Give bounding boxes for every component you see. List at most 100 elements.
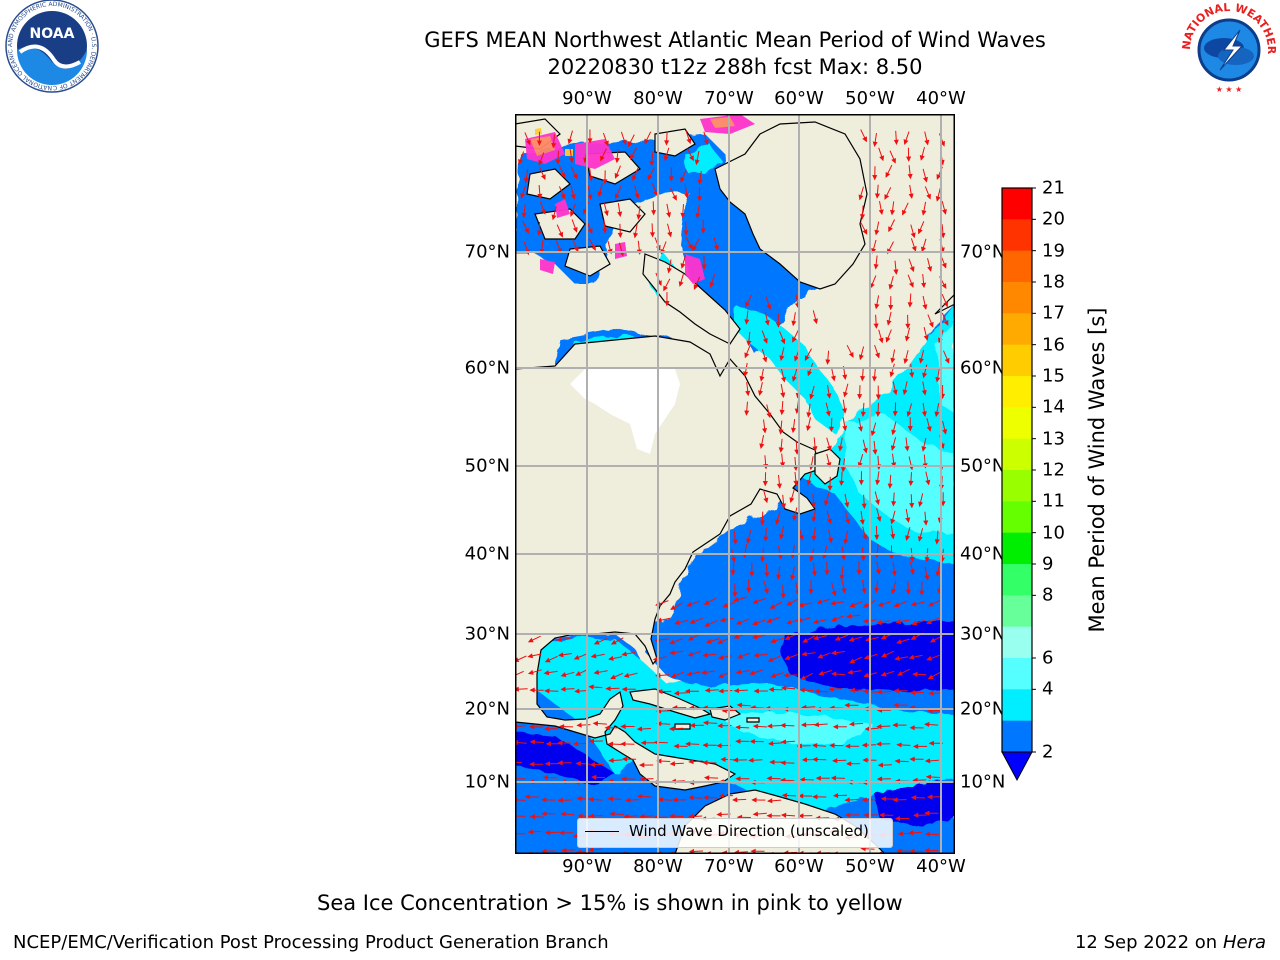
wave-direction-arrowhead (780, 739, 787, 745)
wave-direction-arrowhead (798, 534, 804, 541)
wave-direction-arrowhead (794, 449, 800, 455)
wave-direction-arrowhead (789, 497, 795, 504)
wave-direction-arrowhead (750, 848, 756, 854)
wave-direction-arrowhead (813, 722, 820, 728)
wave-direction-arrowhead (779, 355, 785, 362)
wave-direction-arrowhead (807, 370, 813, 377)
wave-direction-arrowhead (557, 760, 563, 766)
wave-direction-arrowhead (587, 194, 593, 201)
wave-direction-arrowhead (544, 657, 551, 663)
wave-direction-arrowhead (779, 462, 786, 468)
wave-direction-arrowhead (808, 589, 814, 595)
wave-direction-arrowhead (926, 426, 932, 432)
wave-direction-arrowhead (792, 515, 798, 522)
wave-direction-arrowhead (763, 536, 769, 542)
wave-direction-arrowhead (875, 479, 881, 486)
wave-direction-arrowhead (704, 621, 710, 627)
wave-direction-arrowhead (770, 638, 777, 644)
wave-direction-arrowhead (588, 684, 594, 690)
wave-direction-arrowhead (897, 670, 904, 676)
wave-direction-arrowhead (670, 605, 676, 610)
wave-direction-arrowhead (687, 635, 694, 641)
wave-direction-arrowhead (815, 775, 821, 781)
wave-direction-arrowhead (934, 539, 940, 545)
wave-direction-arrowhead (668, 176, 674, 182)
wave-direction-arrowhead (603, 140, 609, 147)
wave-direction-arrowhead (828, 686, 834, 692)
wave-direction-arrowhead (657, 689, 663, 695)
wave-direction-arrowhead (656, 758, 662, 764)
wave-direction-arrowhead (780, 593, 786, 599)
wave-direction-arrowhead (735, 776, 741, 782)
wave-direction-arrowhead (688, 759, 694, 765)
wave-direction-arrowhead (909, 756, 915, 762)
wave-direction-arrowhead (841, 587, 847, 594)
wave-direction-arrowhead (718, 655, 724, 660)
wave-direction-arrowhead (928, 601, 934, 607)
wave-direction-arrowhead (903, 358, 909, 365)
wave-direction-arrowhead (879, 155, 885, 162)
wave-direction-arrowhead (769, 604, 776, 609)
wave-direction-arrowhead (778, 429, 784, 435)
wave-direction-arrowhead (573, 654, 580, 660)
wave-direction-arrowhead (831, 650, 837, 656)
wave-direction-arrowhead (881, 652, 887, 658)
wave-direction-arrowhead (620, 724, 626, 730)
wave-direction-arrowhead (651, 210, 657, 216)
wave-direction-arrowhead (558, 724, 565, 730)
wave-direction-arrowhead (919, 155, 925, 161)
wave-direction-arrowhead (794, 355, 799, 362)
wave-direction-arrowhead (858, 194, 864, 201)
wave-direction-arrowhead (527, 653, 534, 659)
colorbar-tick-label: 14 (1042, 396, 1065, 418)
wave-direction-arrowhead (560, 193, 566, 200)
colorbar-segment (1002, 689, 1032, 722)
wave-direction-arrowhead (745, 301, 750, 308)
wave-direction-arrowhead (610, 639, 617, 645)
wave-direction-arrowhead (859, 519, 865, 526)
wave-direction-arrowhead (924, 721, 930, 728)
colorbar-tick-label: 8 (1042, 584, 1054, 606)
wave-direction-arrowhead (830, 600, 836, 606)
wave-direction-arrowhead (767, 657, 774, 662)
wave-direction-arrowhead (863, 812, 869, 818)
colorbar-tick-label: 4 (1042, 678, 1054, 700)
wave-direction-arrowhead (780, 392, 786, 399)
lat-tick-right: 20°N (960, 698, 1006, 720)
wave-direction-arrowhead (872, 376, 878, 382)
wave-direction-arrowhead (802, 637, 809, 643)
wave-direction-arrowhead (892, 722, 898, 728)
wave-direction-arrowhead (878, 337, 884, 344)
wave-direction-arrowhead (524, 794, 530, 800)
colorbar-tick-label: 19 (1042, 240, 1065, 262)
wave-direction-arrowhead (908, 830, 914, 836)
wave-direction-arrowhead (543, 726, 550, 732)
wave-direction-arrowhead (735, 724, 741, 730)
wind-wave-arrows (515, 129, 950, 854)
colorbar-segment (1002, 188, 1032, 220)
wave-direction-arrowhead (746, 340, 752, 347)
wave-direction-arrowhead (768, 687, 774, 693)
wave-direction-arrowhead (811, 502, 817, 508)
wave-direction-arrowhead (870, 430, 876, 437)
wave-direction-arrowhead (763, 497, 769, 504)
wave-direction-arrowhead (570, 193, 576, 200)
wave-direction-arrowhead (752, 599, 759, 604)
wave-direction-arrowhead (909, 690, 916, 696)
wave-direction-arrowhead (888, 226, 893, 233)
wave-direction-arrowhead (925, 479, 931, 486)
wave-direction-arrowhead (673, 743, 679, 749)
wave-direction-arrowhead (640, 740, 646, 746)
wave-direction-arrowhead (856, 570, 862, 576)
wave-direction-arrowhead (735, 619, 742, 625)
wave-direction-arrowhead (912, 671, 918, 677)
wave-direction-arrowhead (684, 193, 690, 199)
footer-date-text: 12 Sep 2022 on (1074, 932, 1218, 953)
wave-direction-arrowhead (920, 246, 926, 253)
wave-direction-arrowhead (888, 284, 894, 290)
wave-direction-arrowhead (831, 616, 837, 622)
wave-direction-arrowhead (923, 335, 929, 341)
wave-direction-arrowhead (610, 674, 616, 680)
wave-direction-arrowhead (614, 193, 620, 200)
wave-direction-arrowhead (692, 245, 698, 252)
